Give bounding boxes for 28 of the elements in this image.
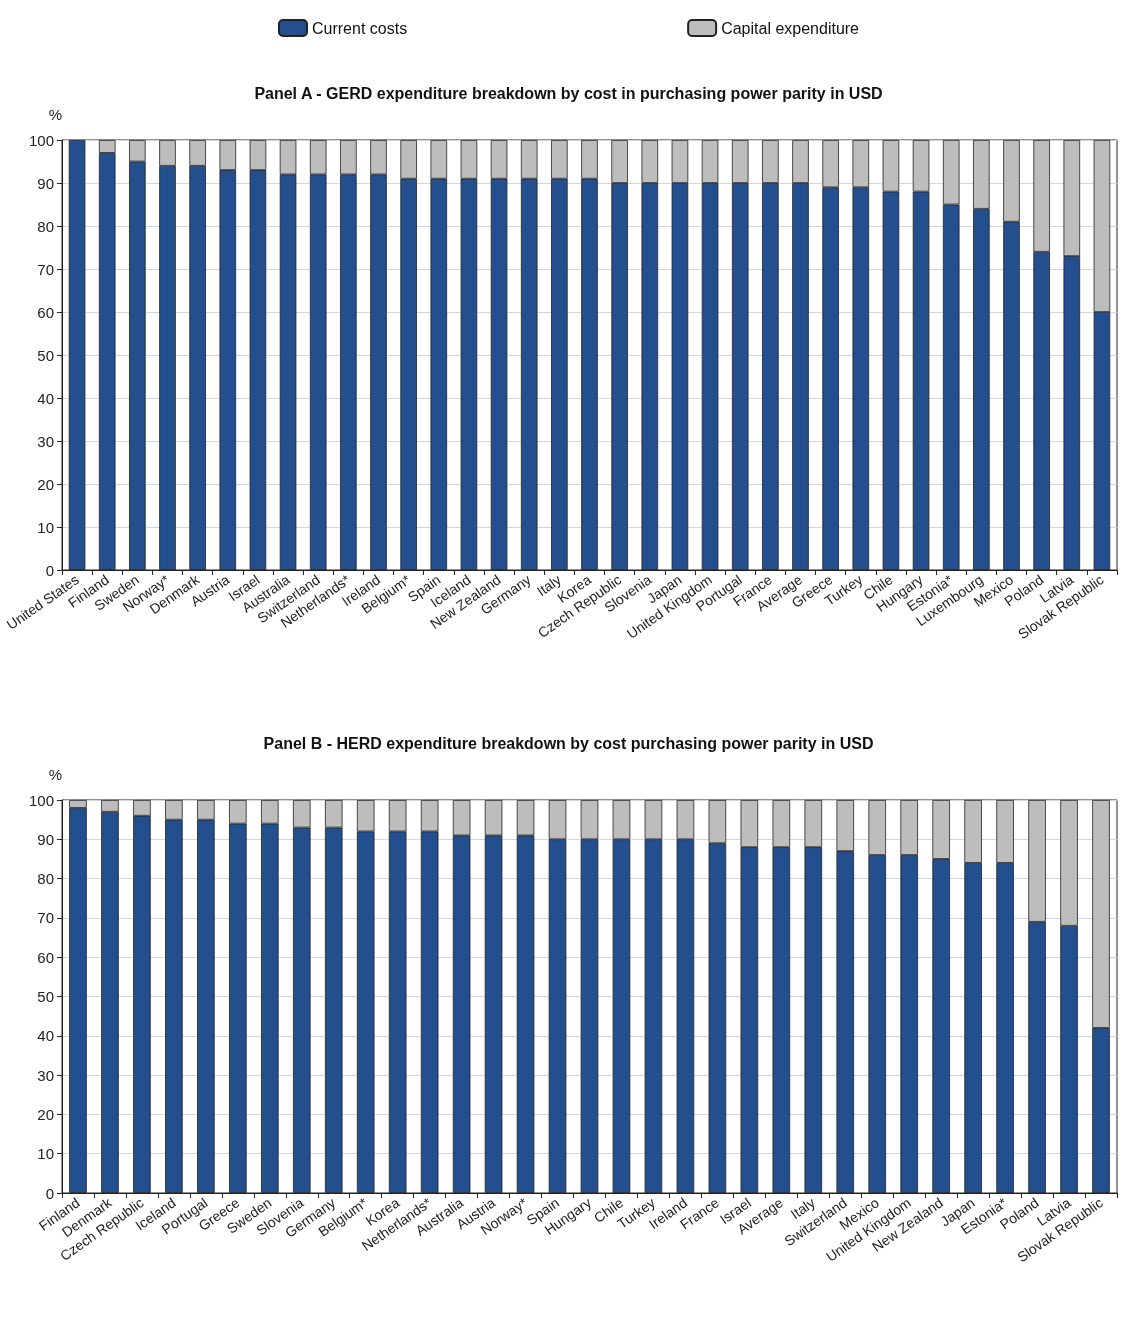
y-tick-label: 80 [37, 870, 54, 888]
y-tick-label: 60 [37, 948, 54, 966]
legend-label: Current costs [312, 19, 408, 37]
y-tick-label: 40 [37, 389, 54, 407]
y-tick-label: 30 [37, 1066, 54, 1084]
y-tick-label: 50 [37, 988, 54, 1005]
y-tick-label: 80 [37, 217, 54, 235]
y-tick-label: 20 [37, 475, 54, 493]
y-tick-label: 30 [37, 432, 54, 450]
y-tick-label: 70 [37, 909, 54, 927]
chart-title: Panel A - GERD expenditure breakdown by cost in purchasing power parity in USD [254, 84, 883, 102]
y-tick-label: 40 [37, 1027, 54, 1045]
y-tick-label: 50 [37, 346, 54, 364]
y-tick-label: 90 [37, 174, 54, 192]
y-tick-label: 60 [37, 303, 54, 321]
y-tick-label: 10 [37, 518, 54, 536]
y-axis-title: % [48, 106, 62, 123]
y-tick-label: 90 [37, 830, 54, 848]
y-axis-title: % [48, 766, 62, 783]
y-tick-label: 10 [37, 1145, 54, 1163]
y-tick-label: 100 [28, 131, 54, 149]
y-tick-label: 100 [28, 791, 54, 809]
legend-label: Capital expenditure [721, 19, 860, 37]
chart-title: Panel B - HERD expenditure breakdown by cost purchasing power parity in USD [263, 734, 874, 752]
y-tick-label: 0 [45, 561, 54, 579]
y-tick-label: 20 [37, 1105, 54, 1123]
y-tick-label: 70 [37, 260, 54, 278]
y-tick-label: 0 [45, 1184, 54, 1202]
